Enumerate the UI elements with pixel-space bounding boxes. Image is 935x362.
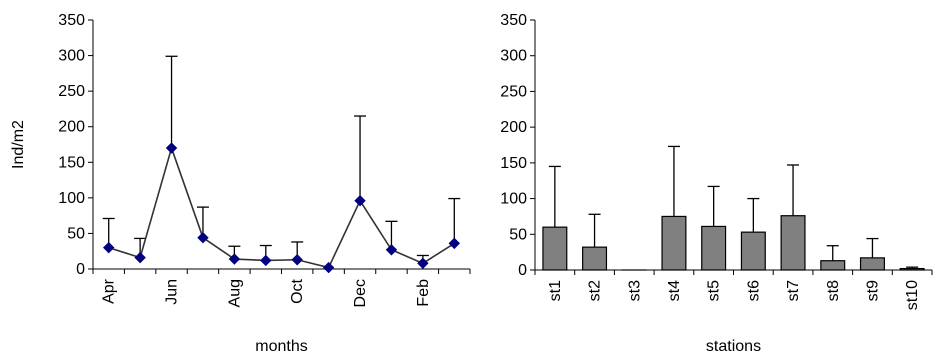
x-tick-label: st3 (626, 280, 643, 301)
bar (821, 261, 845, 270)
x-tick-label: Feb (415, 279, 432, 307)
series-line (109, 148, 455, 268)
y-tick-label: 250 (500, 83, 527, 100)
data-point (261, 255, 271, 265)
data-point (449, 238, 459, 248)
y-tick-label: 0 (518, 262, 527, 279)
x-axis-title: months (255, 338, 307, 355)
y-tick-label: 150 (500, 155, 527, 172)
bar (583, 247, 607, 270)
chart-months: 0 50 100 150 200 250 300 350 Apr Jun Aug Oct Dec Feb I… (10, 12, 470, 355)
data-point (386, 245, 396, 255)
x-tick-label: st4 (666, 280, 683, 301)
x-tick-label: Oct (289, 278, 306, 303)
data-point (229, 254, 239, 264)
y-tick-label: 0 (76, 261, 85, 278)
y-tick-label: 100 (58, 190, 85, 207)
data-point (167, 143, 177, 153)
x-tick-label: st5 (706, 280, 723, 301)
x-tick-label: Aug (226, 279, 243, 307)
x-axis-title: stations (706, 338, 761, 355)
chart-stations: 0 50 100 150 200 250 300 350 st1 st2 st3 st4 st5 st6 s… (500, 12, 932, 355)
bar (861, 258, 885, 270)
data-point (135, 253, 145, 263)
data-point (355, 196, 365, 206)
x-tick-label: st7 (785, 280, 802, 301)
x-tick-label: Jun (164, 279, 181, 305)
y-tick-label: 50 (509, 226, 527, 243)
y-axis-title: Ind/m2 (10, 120, 27, 169)
x-tick-label: Dec (352, 279, 369, 307)
data-point (198, 233, 208, 243)
data-point (292, 255, 302, 265)
y-tick-label: 200 (58, 119, 85, 136)
y-tick-label: 300 (500, 48, 527, 65)
bar (900, 269, 924, 270)
bar (781, 216, 805, 270)
y-tick-label: 50 (67, 225, 85, 242)
x-tick-label: st1 (547, 280, 564, 301)
x-tick-label: st9 (864, 280, 881, 301)
data-point (324, 263, 334, 273)
y-tick-label: 350 (58, 12, 85, 29)
x-tick-label: st2 (587, 280, 604, 301)
bar (543, 227, 567, 270)
y-tick-label: 350 (500, 12, 527, 29)
y-tick-label: 200 (500, 119, 527, 136)
y-tick-label: 150 (58, 154, 85, 171)
bar (741, 232, 765, 270)
x-tick-label: st10 (904, 280, 921, 310)
data-point (418, 258, 428, 268)
x-tick-label: st8 (825, 280, 842, 301)
bar (662, 216, 686, 270)
x-tick-label: Apr (101, 278, 118, 304)
data-point (104, 243, 114, 253)
x-tick-label: st6 (745, 280, 762, 301)
y-tick-label: 250 (58, 83, 85, 100)
bar (702, 226, 726, 270)
y-tick-label: 100 (500, 191, 527, 208)
y-tick-label: 300 (58, 48, 85, 65)
